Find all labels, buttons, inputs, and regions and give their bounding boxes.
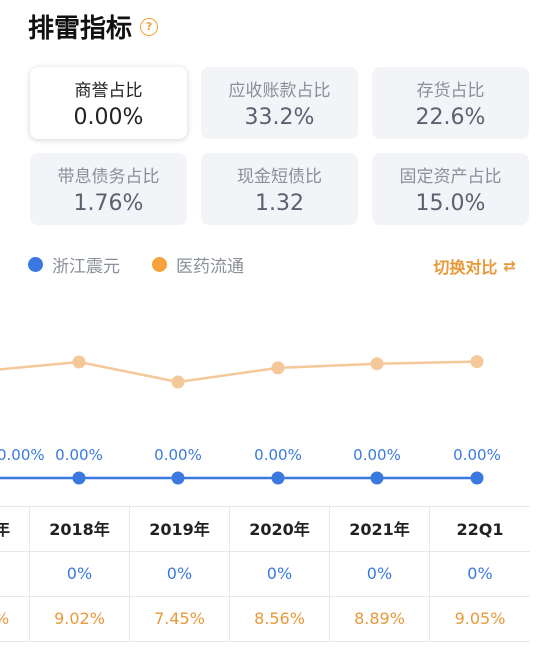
industry-point: [470, 355, 484, 369]
industry-point: [271, 361, 285, 375]
legend-dot: [152, 257, 167, 272]
table-cell: 9.05%: [454, 609, 506, 628]
table-cell: 0%: [467, 564, 493, 583]
switch-compare-button[interactable]: 切换对比 ⇄: [433, 254, 516, 278]
company-point: [370, 471, 384, 485]
company-data-label: 0.00%: [0, 446, 45, 464]
legend-item-industry[interactable]: 医药流通: [152, 252, 244, 277]
company-point: [470, 471, 484, 485]
industry-point: [171, 375, 185, 389]
metric-cards: 商誉占比 0.00% 应收账款占比 33.2% 存货占比 22.6% 带息债务占…: [30, 67, 530, 225]
help-circle-icon[interactable]: ?: [140, 17, 159, 36]
table-cell: 7.45%: [130, 597, 230, 641]
company-data-label: 0.00%: [453, 446, 501, 464]
table-header-cell: 2021年: [330, 507, 430, 553]
table-cell: 0%: [330, 552, 430, 596]
metric-label: 应收账款占比: [228, 81, 331, 101]
table-cell: 9.02%: [30, 597, 130, 641]
table-cell: 0%: [130, 552, 230, 596]
metric-card-cash-short-debt[interactable]: 现金短债比 1.32: [201, 153, 358, 225]
metric-card-receivables[interactable]: 应收账款占比 33.2%: [201, 67, 358, 139]
metric-card-goodwill[interactable]: 商誉占比 0.00%: [30, 67, 187, 139]
metric-label: 现金短债比: [237, 167, 322, 187]
legend-label: 浙江震元: [52, 257, 120, 277]
table-header-cell: 2018年: [30, 507, 130, 553]
table-header-cell: 22Q1: [456, 520, 504, 539]
metric-card-fixed-assets[interactable]: 固定资产占比 15.0%: [372, 153, 529, 225]
industry-point: [72, 355, 86, 369]
metric-value: 22.6%: [415, 105, 486, 130]
legend-item-company[interactable]: 浙江震元: [28, 252, 120, 277]
metric-label: 商誉占比: [74, 81, 143, 101]
industry-series-line: [0, 360, 478, 384]
table-header-cell: 年: [0, 507, 30, 553]
chart-legend: 浙江震元 医药流通 切换对比 ⇄: [0, 252, 554, 280]
table-cell: 8.89%: [330, 597, 430, 641]
table-cell: 0%: [30, 552, 130, 596]
metric-label: 固定资产占比: [399, 167, 502, 187]
table-header-cell: 2020年: [230, 507, 330, 553]
company-point: [72, 471, 86, 485]
legend-dot: [28, 257, 43, 272]
company-point: [271, 471, 285, 485]
metric-label: 带息债务占比: [57, 167, 160, 187]
table-row-industry: % 9.02% 7.45% 8.56% 8.89% 9.05%: [0, 597, 530, 642]
metric-card-interest-debt[interactable]: 带息债务占比 1.76%: [30, 153, 187, 225]
table-cell: [0, 552, 30, 596]
line-chart: 0.00% 0.00% 0.00% 0.00% 0.00% 0.00%: [0, 355, 501, 485]
metric-value: 15.0%: [415, 191, 486, 216]
section-title: 排雷指标 ?: [28, 8, 159, 45]
legend-label: 医药流通: [176, 257, 244, 277]
company-data-label: 0.00%: [353, 446, 401, 464]
metric-value: 33.2%: [244, 105, 315, 130]
table-header-row: 年 2018年 2019年 2020年 2021年 22Q1: [0, 507, 530, 553]
metric-label: 存货占比: [416, 81, 485, 101]
switch-compare-label: 切换对比: [433, 258, 498, 277]
section-title-text: 排雷指标: [28, 14, 133, 44]
data-table: 年 2018年 2019年 2020年 2021年 22Q1 0% 0% 0% …: [0, 506, 530, 642]
company-data-label: 0.00%: [55, 446, 103, 464]
metric-value: 0.00%: [73, 105, 144, 130]
table-cell: 0%: [230, 552, 330, 596]
metric-value: 1.76%: [73, 191, 144, 216]
table-row-company: 0% 0% 0% 0% 0%: [0, 552, 530, 597]
table-cell: %: [0, 597, 30, 641]
company-data-label: 0.00%: [254, 446, 302, 464]
table-cell: 8.56%: [230, 597, 330, 641]
switch-icon: ⇄: [503, 257, 516, 275]
metric-card-inventory[interactable]: 存货占比 22.6%: [372, 67, 529, 139]
metric-value: 1.32: [255, 191, 304, 216]
company-point: [171, 471, 185, 485]
company-data-label: 0.00%: [154, 446, 202, 464]
table-header-cell: 2019年: [130, 507, 230, 553]
industry-point: [370, 357, 384, 371]
